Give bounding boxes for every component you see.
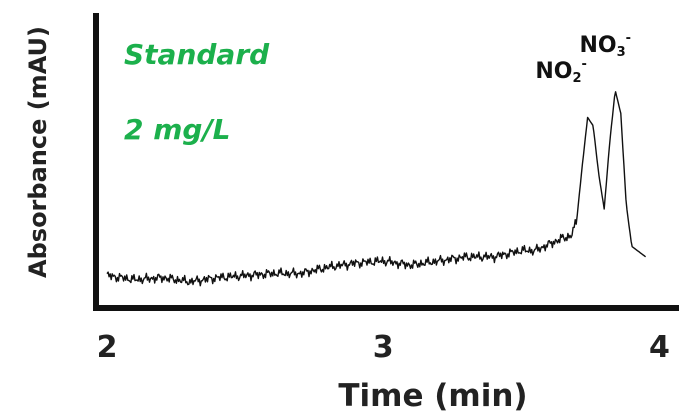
x-tick-label-2: 2 — [97, 330, 118, 365]
peak-labels: NO2-NO3- — [535, 31, 631, 86]
x-tick-label-4: 4 — [649, 330, 670, 365]
annotation-concentration: 2 mg/L — [124, 113, 231, 146]
peak-label-no3: NO3- — [579, 31, 631, 60]
x-axis-label: Time (min) — [338, 378, 527, 414]
axes — [93, 13, 679, 311]
peak-label-no2: NO2- — [535, 57, 587, 86]
y-axis-label: Absorbance (mAU) — [24, 26, 52, 278]
x-tick-labels: 2 3 4 — [97, 330, 670, 365]
chromatogram-trace — [106, 91, 647, 287]
x-tick-label-3: 3 — [373, 330, 394, 365]
annotation-standard: Standard — [124, 38, 270, 71]
